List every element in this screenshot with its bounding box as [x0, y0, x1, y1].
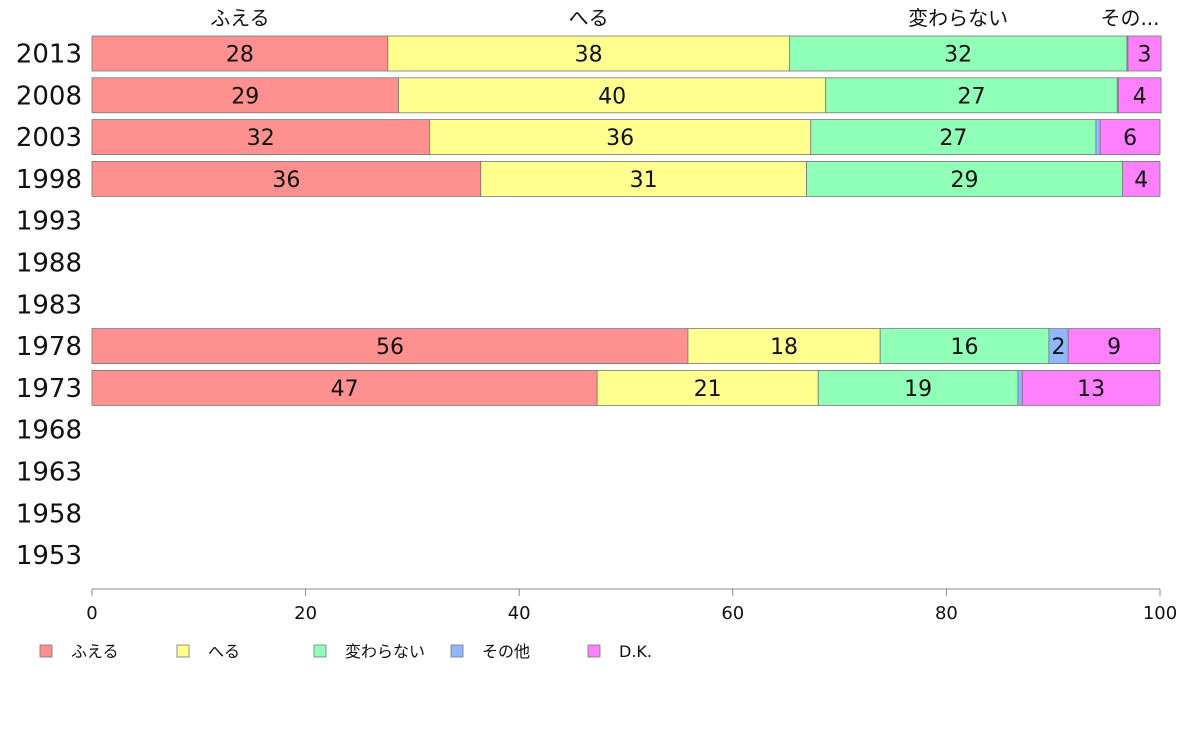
legend-swatch	[176, 644, 190, 658]
bar-segment	[1099, 119, 1161, 155]
data-label: 4	[1133, 84, 1147, 109]
data-label: 29	[231, 84, 259, 109]
y-tick-label: 1998	[16, 165, 82, 195]
y-tick-label: 2003	[16, 123, 82, 153]
data-label: 13	[1077, 377, 1105, 402]
y-tick-label: 1953	[16, 541, 82, 571]
x-tick-label: 80	[935, 603, 958, 624]
bar-segment	[91, 328, 689, 365]
legend-label: その他	[482, 642, 530, 661]
x-tick-label: 100	[1143, 603, 1177, 624]
x-tick-label: 40	[508, 603, 531, 624]
data-label: 56	[376, 335, 404, 360]
top-column-label: へる	[569, 6, 609, 30]
bar-segment	[480, 160, 807, 197]
y-tick-label: 1963	[16, 458, 82, 488]
legend: ふえる へる 変わらない その他 D.K.	[39, 642, 652, 661]
bar-segment	[91, 35, 389, 72]
data-label: 38	[575, 43, 603, 68]
y-tick-label: 1993	[16, 207, 82, 237]
y-tick-label: 1978	[16, 332, 82, 362]
data-label: 19	[904, 377, 932, 402]
x-tick-label: 0	[86, 603, 97, 624]
legend-swatch	[313, 644, 327, 658]
y-tick-label: 1968	[16, 416, 82, 446]
bar-segment	[1017, 369, 1023, 406]
data-label: 32	[247, 126, 275, 151]
bar-segment	[825, 77, 1118, 114]
bar-segment	[806, 160, 1124, 197]
x-tick-label: 20	[294, 603, 317, 624]
legend-label: D.K.	[619, 642, 652, 661]
legend-label: ふえる	[71, 642, 119, 661]
bars: 28 38 32 329 40 27 432 36 27 636 31 29 456 18 16 2 947 21…	[91, 35, 1162, 406]
data-label: 6	[1123, 126, 1137, 151]
y-tick-label: 1958	[16, 499, 82, 529]
x-tick-label: 60	[721, 603, 744, 624]
bar-segment	[789, 35, 1128, 72]
bar-segment	[91, 77, 399, 114]
top-labels: ふえる へる 変わらない その...	[210, 6, 1159, 30]
x-axis: 0 20 40 60 80 100	[86, 588, 1177, 624]
data-label: 2	[1052, 335, 1066, 360]
bar-segment	[1021, 369, 1161, 406]
y-axis: 2013 2008 2003 1998 1993 1988 1983 1978 1973 1968…	[16, 40, 82, 572]
data-label: 28	[226, 43, 254, 68]
bar-segment	[398, 77, 827, 114]
y-tick-label: 2008	[16, 81, 82, 111]
data-label: 4	[1134, 168, 1148, 193]
data-label: 47	[331, 377, 359, 402]
bar-segment	[91, 369, 598, 406]
y-tick-label: 2013	[16, 40, 82, 70]
bar-segment	[817, 369, 1019, 406]
data-label: 40	[598, 84, 626, 109]
bar-segment	[810, 119, 1097, 155]
bar-segment	[1067, 328, 1161, 365]
bar-segment	[1122, 160, 1161, 197]
top-column-label: 変わらない	[908, 6, 1008, 30]
bar-segment	[687, 328, 881, 365]
legend-swatch	[587, 644, 601, 658]
bar-segment	[91, 160, 482, 197]
top-column-label: その...	[1100, 6, 1159, 30]
bar-segment	[91, 119, 430, 155]
bar-segment	[1117, 77, 1162, 114]
legend-label: へる	[208, 642, 240, 661]
y-tick-label: 1988	[16, 249, 82, 279]
data-label: 31	[630, 168, 658, 193]
data-label: 27	[939, 126, 967, 151]
data-label: 36	[272, 168, 300, 193]
data-label: 9	[1107, 335, 1121, 360]
data-label: 16	[951, 335, 979, 360]
legend-label: 変わらない	[345, 642, 425, 661]
bar-segment	[1095, 119, 1101, 155]
data-label: 27	[957, 84, 985, 109]
data-label: 21	[694, 377, 722, 402]
legend-swatch	[39, 644, 53, 658]
data-label: 29	[951, 168, 979, 193]
y-tick-label: 1973	[16, 374, 82, 404]
bar-segment	[1127, 35, 1162, 72]
data-label: 36	[606, 126, 634, 151]
data-label: 18	[770, 335, 798, 360]
bar-segment	[387, 35, 790, 72]
legend-swatch	[450, 644, 464, 658]
top-column-label: ふえる	[210, 6, 269, 30]
bar-segment	[596, 369, 819, 406]
bar-segment	[879, 328, 1050, 365]
y-tick-label: 1983	[16, 290, 82, 320]
data-label: 3	[1138, 43, 1152, 68]
data-label: 32	[944, 43, 972, 68]
